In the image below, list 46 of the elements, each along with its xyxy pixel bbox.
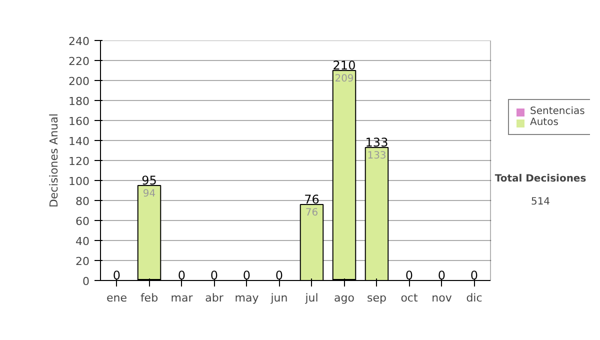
x-tick-label: abr [205,292,224,304]
x-tick-label: ene [106,292,128,304]
total-label: 0 [405,268,414,282]
total-label: 210 [332,58,356,72]
total-label: 0 [438,268,446,282]
data-label: 133 [367,150,386,162]
y-tick-label: 240 [68,35,90,48]
y-tick-label: 160 [68,115,90,128]
total-label: 0 [242,268,251,282]
y-tick-label: 200 [68,75,90,88]
y-tick-label: 80 [76,195,90,208]
x-tick-label: jul [304,292,318,304]
total-label: 133 [365,136,388,150]
x-tick-label: feb [140,292,158,304]
y-tick-label: 140 [68,135,90,148]
y-tick-label: 120 [68,155,90,168]
x-tick-label: may [234,292,260,304]
y-tick-label: 40 [76,235,90,248]
legend-label: Sentencias [530,106,585,117]
x-tick-label: ago [334,292,355,304]
data-label: 94 [142,188,156,200]
legend-label: Autos [530,117,558,128]
data-label: 209 [334,74,354,84]
total-label: 76 [304,192,320,206]
y-tick-label: 20 [76,255,90,268]
text: 514 [530,196,550,208]
y-tick-label: 220 [68,55,90,68]
x-tick-label: oct [400,292,418,304]
x-tick-label: nov [432,292,452,304]
x-tick-label: sep [367,292,387,304]
total-label: 0 [275,268,284,282]
data-label: 76 [305,208,318,218]
x-tick-label: jun [270,292,288,304]
total-label: 0 [178,268,186,282]
y-tick-label: 100 [68,175,90,188]
x-tick-label: mar [170,292,194,304]
y-tick-label: 0 [82,275,90,288]
text: Total Decisiones [494,174,586,184]
total-label: 0 [210,268,218,282]
total-label: 0 [112,268,121,282]
y-tick-label: 180 [68,95,90,108]
y-axis-title: Decisiones Anual [48,113,61,208]
total-label: 0 [470,268,478,282]
y-tick-label: 60 [76,215,90,228]
total-label: 95 [142,174,157,188]
x-tick-label: dic [466,292,482,304]
